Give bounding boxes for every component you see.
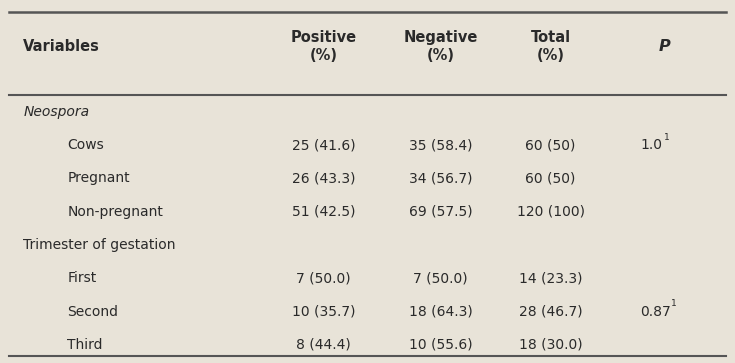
Text: Pregnant: Pregnant [68,171,130,185]
Text: 14 (23.3): 14 (23.3) [519,271,582,285]
Text: 25 (41.6): 25 (41.6) [292,138,356,152]
Text: 1.0: 1.0 [641,138,663,152]
Text: 10 (35.7): 10 (35.7) [292,305,355,319]
Text: 28 (46.7): 28 (46.7) [519,305,582,319]
Text: 7 (50.0): 7 (50.0) [296,271,351,285]
Text: 1: 1 [670,299,676,308]
Text: 18 (30.0): 18 (30.0) [519,338,582,352]
Text: 0.87: 0.87 [641,305,671,319]
Text: 7 (50.0): 7 (50.0) [413,271,468,285]
Text: Positive
(%): Positive (%) [290,30,356,63]
Text: 120 (100): 120 (100) [517,205,584,219]
Text: Second: Second [68,305,118,319]
Text: First: First [68,271,96,285]
Text: Cows: Cows [68,138,104,152]
Text: Trimester of gestation: Trimester of gestation [24,238,176,252]
Text: Negative
(%): Negative (%) [404,30,478,63]
Text: 26 (43.3): 26 (43.3) [292,171,355,185]
Text: P: P [658,39,670,54]
Text: 18 (64.3): 18 (64.3) [409,305,473,319]
Text: 51 (42.5): 51 (42.5) [292,205,355,219]
Text: 34 (56.7): 34 (56.7) [409,171,473,185]
Text: Variables: Variables [24,39,100,54]
Text: 35 (58.4): 35 (58.4) [409,138,473,152]
Text: 10 (55.6): 10 (55.6) [409,338,473,352]
Text: 8 (44.4): 8 (44.4) [296,338,351,352]
Text: 60 (50): 60 (50) [526,171,576,185]
Text: 69 (57.5): 69 (57.5) [409,205,473,219]
Text: 60 (50): 60 (50) [526,138,576,152]
Text: Third: Third [68,338,103,352]
Text: Total
(%): Total (%) [531,30,570,63]
Text: 1: 1 [664,132,670,142]
Text: Non-pregnant: Non-pregnant [68,205,163,219]
Text: Neospora: Neospora [24,105,90,119]
